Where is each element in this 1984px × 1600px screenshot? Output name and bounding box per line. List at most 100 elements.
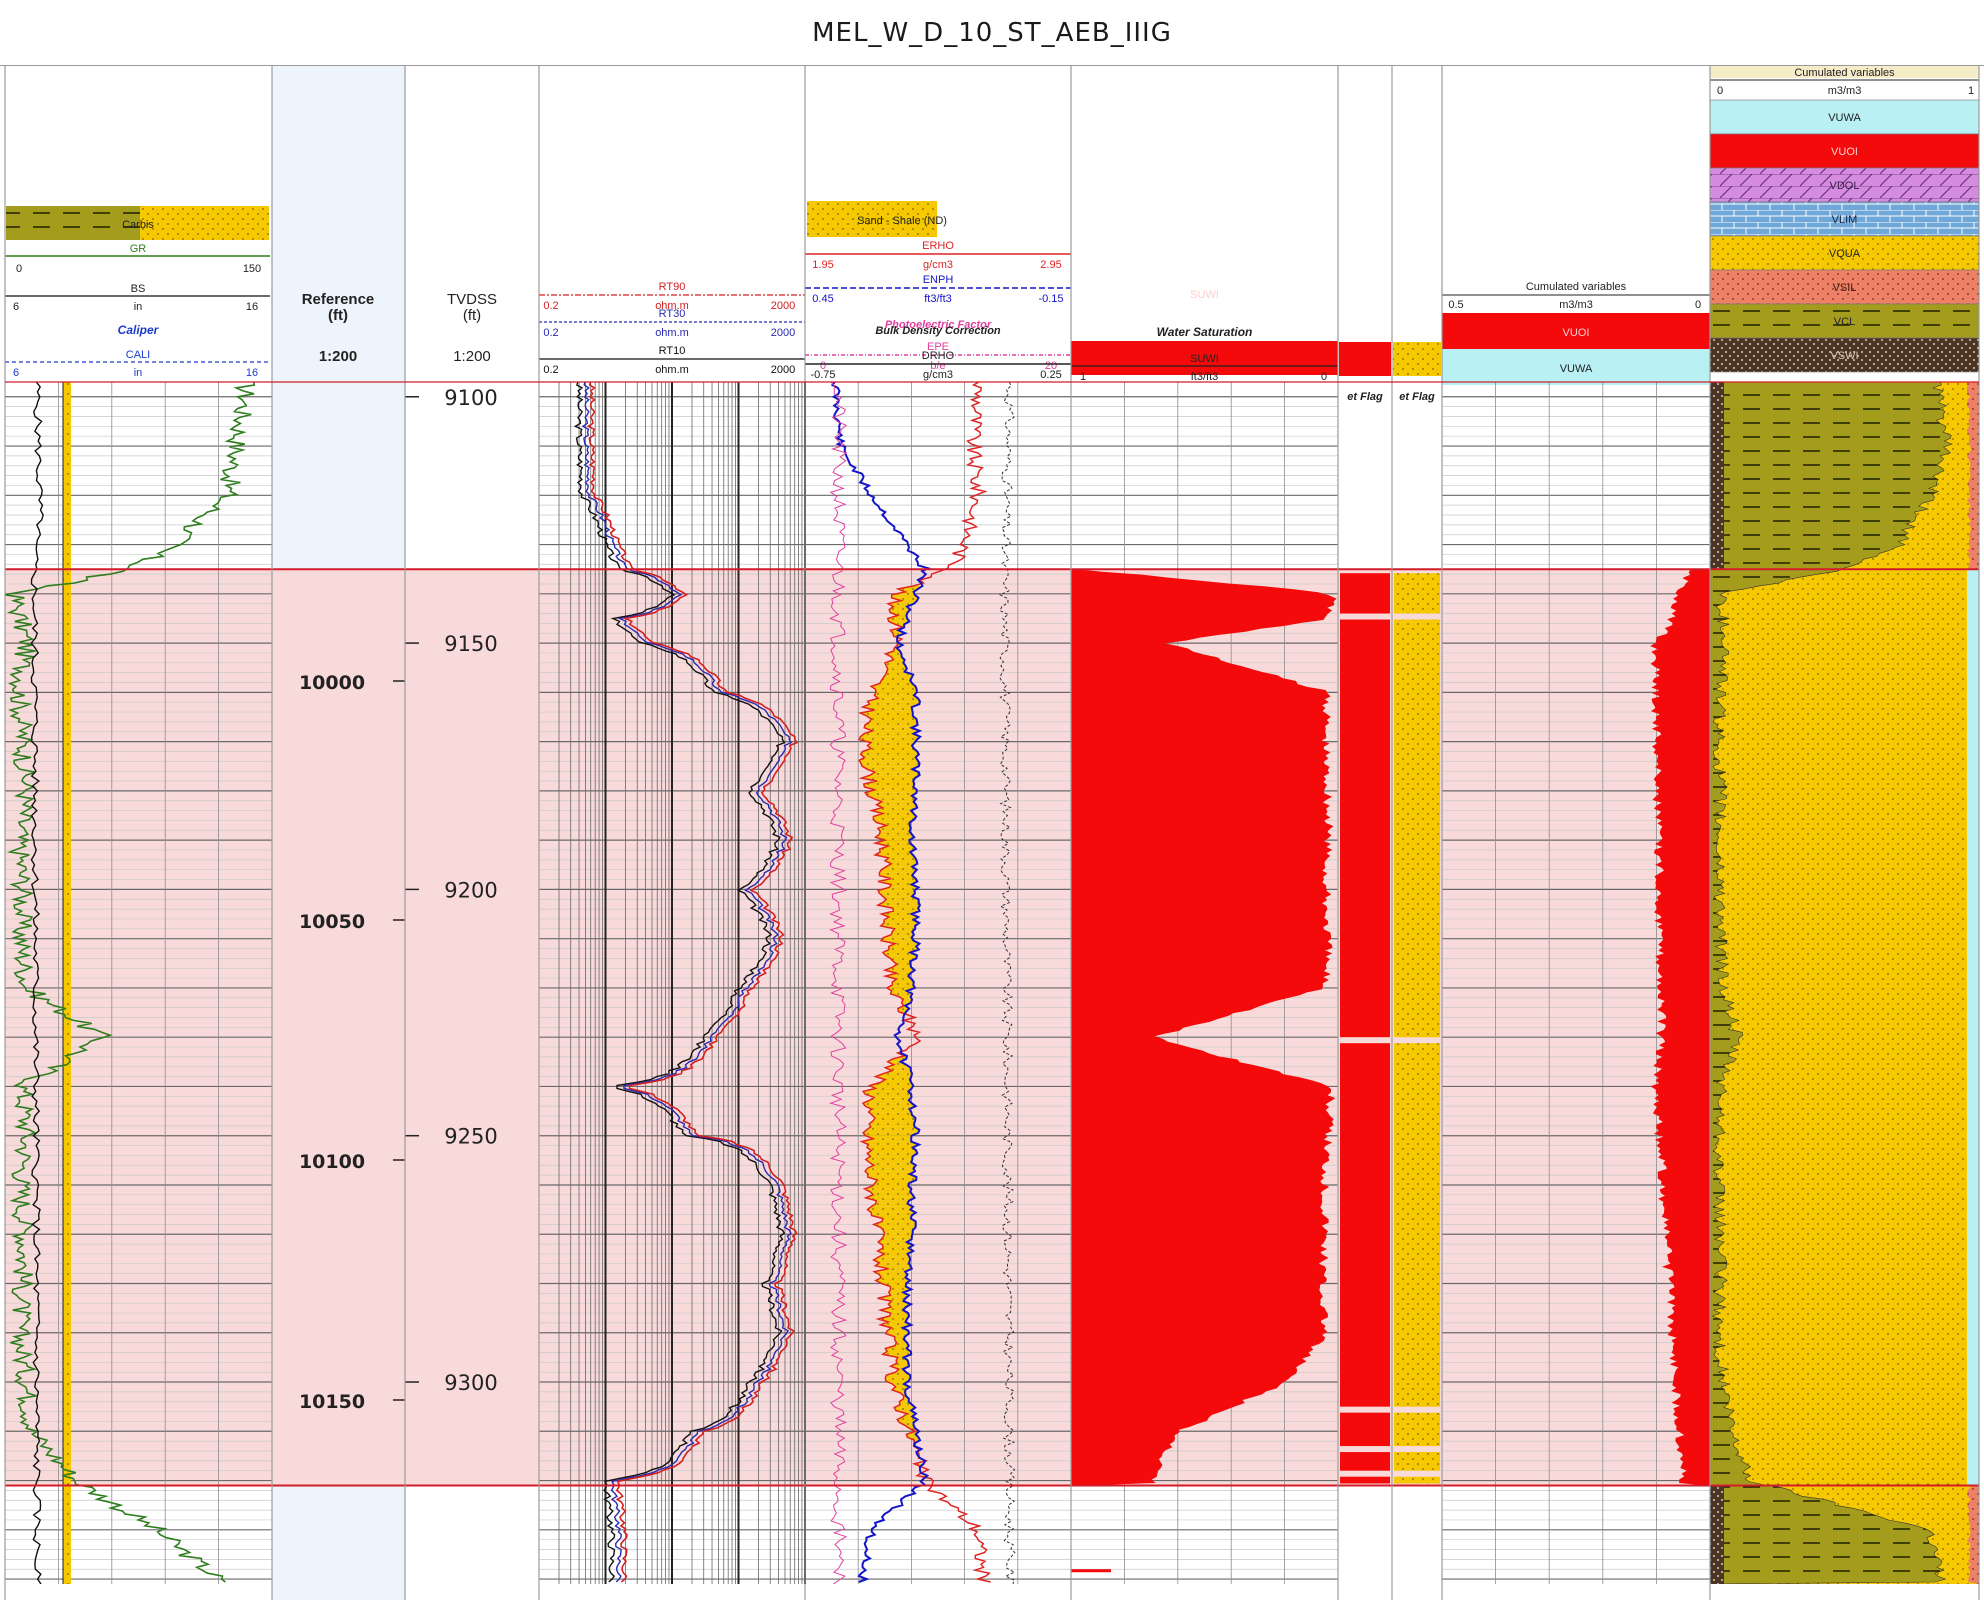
gr-curve bbox=[4, 382, 256, 1583]
rt90-min: 0.2 bbox=[543, 300, 558, 312]
vlim-legend-label: VLIM bbox=[1832, 214, 1858, 226]
sand-crossover-fill bbox=[891, 931, 914, 935]
vswi-fill bbox=[1710, 382, 1724, 570]
sand-crossover-fill bbox=[873, 813, 917, 817]
reference-scale: 1:200 bbox=[319, 348, 357, 365]
sand-crossover-fill bbox=[873, 1259, 911, 1263]
sand-crossover-fill bbox=[874, 695, 918, 699]
sand-crossover-fill bbox=[891, 597, 919, 601]
volumes-max: 1 bbox=[1968, 85, 1974, 97]
tvdss-title: TVDSS bbox=[447, 291, 497, 308]
drho-curve bbox=[998, 382, 1016, 1584]
vswi-fill bbox=[1710, 1485, 1724, 1584]
suwi-name: SUWI bbox=[1190, 353, 1219, 365]
sand-crossover-fill bbox=[863, 1129, 920, 1133]
sand-crossover-fill bbox=[865, 792, 917, 796]
rhob-name: ERHO bbox=[922, 240, 954, 252]
sand-crossover-fill bbox=[886, 863, 918, 867]
fluids-max: 0 bbox=[1695, 299, 1701, 311]
sand-crossover-fill bbox=[879, 893, 915, 897]
volumes-unit: m3/m3 bbox=[1828, 85, 1862, 97]
sand-crossover-fill bbox=[862, 766, 919, 770]
sand-crossover-fill bbox=[881, 1283, 907, 1287]
sand-crossover-fill bbox=[878, 1319, 907, 1322]
sand-crossover-fill bbox=[881, 914, 919, 917]
sand-crossover-fill bbox=[863, 1091, 912, 1095]
vcl-legend bbox=[1709, 303, 1980, 339]
bs-max: 16 bbox=[246, 301, 258, 313]
bs-min: 6 bbox=[13, 301, 19, 313]
sand-crossover-fill bbox=[892, 964, 912, 968]
sand-crossover-fill bbox=[867, 742, 915, 746]
sand-crossover-fill bbox=[861, 775, 920, 779]
vuwa-legend bbox=[1709, 99, 1980, 135]
sand-crossover-fill bbox=[867, 1165, 916, 1169]
sand-crossover-fill bbox=[875, 1180, 917, 1183]
sand-crossover-fill bbox=[875, 843, 914, 847]
carbis-legend-sand bbox=[140, 206, 269, 240]
pef-title: Photoelectric Factor bbox=[885, 319, 992, 331]
rt10-curve bbox=[573, 382, 786, 1583]
flag-gap bbox=[1338, 1037, 1442, 1044]
flag-gap bbox=[1338, 1406, 1442, 1413]
sand-crossover-fill bbox=[869, 1120, 916, 1124]
sand-crossover-fill bbox=[875, 834, 915, 838]
net-flag-title: et Flag bbox=[1347, 391, 1383, 403]
sand-crossover-fill bbox=[890, 993, 913, 997]
sand-crossover-fill bbox=[878, 890, 915, 894]
rt10-unit: ohm.m bbox=[655, 364, 689, 376]
vlim-legend bbox=[1709, 201, 1980, 237]
sand-crossover-fill bbox=[867, 701, 920, 705]
bs-name: BS bbox=[131, 283, 146, 295]
volumes-title-bg bbox=[1710, 66, 1979, 78]
sand-crossover-fill bbox=[865, 1135, 912, 1139]
sand-crossover-fill bbox=[879, 846, 916, 849]
pef-unit: b/e bbox=[930, 360, 945, 372]
sand-crossover-fill bbox=[870, 1191, 913, 1195]
cali-max: 16 bbox=[246, 367, 258, 379]
sand-crossover-fill bbox=[871, 686, 917, 690]
fluids-min: 0.5 bbox=[1448, 299, 1463, 311]
sand-crossover-fill bbox=[889, 1313, 910, 1316]
vcl-legend-label: VCL bbox=[1834, 316, 1855, 328]
rt30-min: 0.2 bbox=[543, 327, 558, 339]
sand-crossover-fill bbox=[865, 1194, 915, 1198]
vuoi-fill bbox=[1650, 568, 1711, 1487]
reference-unit: (ft) bbox=[328, 307, 348, 324]
sand-crossover-fill bbox=[875, 854, 916, 858]
net-flag-legend bbox=[1339, 342, 1391, 376]
sand-crossover-fill bbox=[870, 772, 920, 776]
water-saturation-fill bbox=[1071, 1569, 1111, 1573]
suwi-max: 0 bbox=[1321, 371, 1327, 383]
rhob-max: 2.95 bbox=[1040, 259, 1061, 271]
sand-crossover-fill bbox=[875, 1280, 910, 1284]
sand-crossover-fill bbox=[890, 612, 908, 616]
sand-crossover-fill bbox=[864, 724, 918, 728]
sand-crossover-fill bbox=[878, 1239, 912, 1243]
sand-crossover-fill bbox=[878, 1253, 910, 1257]
tvdss-tick-label: 9300 bbox=[444, 1371, 497, 1395]
sand-crossover-fill bbox=[896, 1360, 909, 1364]
sand-crossover-fill bbox=[865, 1168, 915, 1172]
sand-crossover-fill bbox=[881, 937, 914, 941]
sand-crossover-fill bbox=[885, 1378, 911, 1381]
sand-crossover-fill bbox=[863, 1132, 919, 1136]
drho-title: Bulk Density Correction bbox=[875, 325, 1001, 337]
sand-crossover-fill bbox=[888, 943, 920, 947]
drho-unit: g/cm3 bbox=[923, 369, 953, 381]
flag-gap bbox=[1338, 1470, 1442, 1477]
reference-tick-label: 10050 bbox=[299, 911, 365, 933]
sand-crossover-fill bbox=[875, 1265, 912, 1269]
sand-crossover-fill bbox=[879, 680, 913, 684]
saturation-title: Water Saturation bbox=[1157, 325, 1253, 339]
nphi-name: ENPH bbox=[923, 274, 954, 286]
sand-crossover-fill bbox=[873, 1224, 916, 1228]
sand-shale-label: Sand - Shale (ND) bbox=[857, 215, 947, 227]
sand-crossover-fill bbox=[867, 1177, 917, 1180]
sand-crossover-fill bbox=[864, 727, 920, 731]
sand-crossover-fill bbox=[871, 1212, 916, 1216]
sand-crossover-fill bbox=[875, 1262, 911, 1266]
sand-crossover-fill bbox=[871, 1203, 913, 1207]
sand-crossover-fill bbox=[874, 1268, 912, 1272]
sand-crossover-fill bbox=[886, 668, 907, 672]
